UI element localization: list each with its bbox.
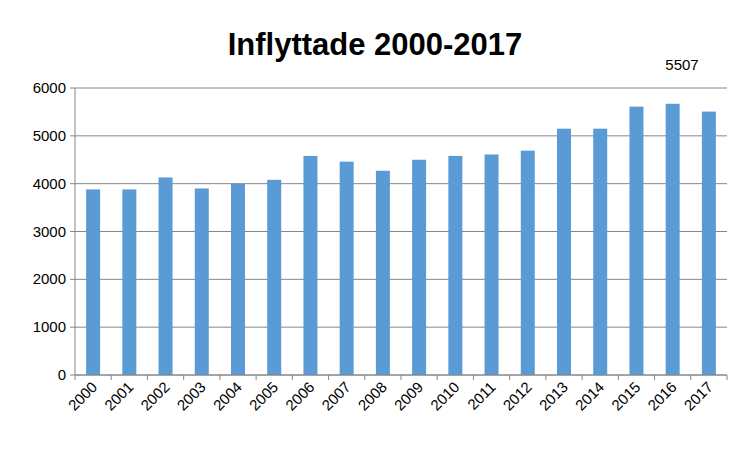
y-tick <box>70 375 75 376</box>
x-tick <box>618 375 619 380</box>
x-tick <box>219 375 220 380</box>
x-tick <box>183 375 184 380</box>
bars <box>86 104 716 375</box>
x-tick-label: 2000 <box>65 378 101 414</box>
y-tick-label: 1000 <box>33 318 66 335</box>
y-tick-label: 4000 <box>33 175 66 192</box>
bar <box>485 154 499 375</box>
x-tick <box>690 375 691 380</box>
x-tick <box>582 375 583 380</box>
x-tick <box>328 375 329 380</box>
grid-line <box>75 88 727 89</box>
x-tick <box>75 375 76 380</box>
x-tick-label: 2017 <box>680 378 716 414</box>
grid-line <box>75 183 727 184</box>
y-tick <box>70 231 75 232</box>
x-tick <box>509 375 510 380</box>
x-tick-label: 2001 <box>101 378 137 414</box>
bar <box>159 177 173 375</box>
bar <box>267 180 281 375</box>
title: Inflyttade 2000-2017 <box>228 27 523 62</box>
bar <box>593 129 607 375</box>
x-tick <box>473 375 474 380</box>
x-tick-label: 2014 <box>572 378 608 414</box>
y-tick-label: 5000 <box>33 127 66 144</box>
grid-line <box>75 231 727 232</box>
bar <box>666 104 680 375</box>
bar <box>195 188 209 375</box>
x-tick-label: 2007 <box>318 378 354 414</box>
bar <box>86 189 100 375</box>
x-tick <box>545 375 546 380</box>
grid-line <box>75 279 727 280</box>
x-tick-label: 2009 <box>391 378 427 414</box>
grid-line <box>75 135 727 136</box>
bar <box>122 189 136 375</box>
y-tick-label: 6000 <box>33 79 66 96</box>
bar <box>231 184 245 375</box>
bar <box>376 171 390 375</box>
x-tick-label: 2013 <box>536 378 572 414</box>
y-tick <box>70 88 75 89</box>
y-tick <box>70 327 75 328</box>
chart-svg: Inflyttade 2000-2017 5507 0 1000 2000 3000 400… <box>0 0 750 450</box>
bar <box>412 160 426 375</box>
y-tick <box>70 183 75 184</box>
x-tick-label: 2006 <box>282 378 318 414</box>
x-tick-label: 2011 <box>464 378 499 413</box>
y-tick-label: 0 <box>58 366 66 383</box>
x-tick-label: 2010 <box>427 378 463 414</box>
x-tick <box>147 375 148 380</box>
bar <box>340 162 354 375</box>
x-tick-label: 2004 <box>210 378 246 414</box>
bar <box>521 151 535 375</box>
y-tick <box>70 135 75 136</box>
x-tick <box>292 375 293 380</box>
x-tick-label: 2008 <box>354 378 390 414</box>
x-tick <box>727 375 728 380</box>
annotation: 5507 <box>665 56 698 73</box>
x-tick-label: 2012 <box>499 378 535 414</box>
x-tick <box>256 375 257 380</box>
bar <box>629 107 643 375</box>
x-tick <box>364 375 365 380</box>
grid-line <box>75 327 727 328</box>
chart: Inflyttade 2000-2017 5507 0 1000 2000 3000 400… <box>0 0 750 450</box>
x-tick <box>401 375 402 380</box>
x-tick <box>437 375 438 380</box>
bar <box>303 156 317 375</box>
x-tick-label: 2003 <box>173 378 209 414</box>
y-tick-label: 2000 <box>33 270 66 287</box>
y-tick-label: 3000 <box>33 223 66 240</box>
bar <box>448 156 462 375</box>
bar <box>557 129 571 375</box>
y-tick <box>70 279 75 280</box>
bar <box>702 112 716 375</box>
y-axis <box>75 88 76 375</box>
background <box>0 0 750 450</box>
x-tick-label: 2005 <box>246 378 282 414</box>
x-tick-label: 2016 <box>644 378 680 414</box>
x-tick-label: 2015 <box>608 378 644 414</box>
x-tick <box>654 375 655 380</box>
x-tick <box>111 375 112 380</box>
x-tick-label: 2002 <box>137 378 173 414</box>
